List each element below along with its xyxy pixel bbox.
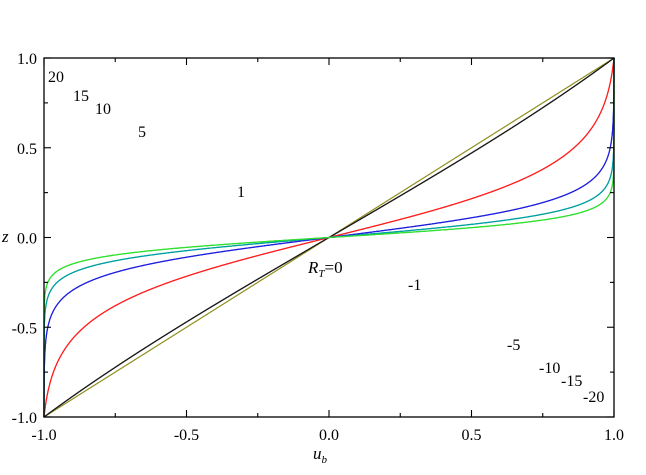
curve-labels: 20 15 10 5 1 -1 -5 -10-15-20 [48,69,604,406]
curve-label-rneg10: -10 [539,360,560,377]
x-axis-title-sub: b [322,454,328,466]
annotation-sub: T [318,268,325,280]
x-tick-label: 1.0 [604,427,624,444]
curve-label-r20: 20 [48,69,64,86]
annotation-rt0: RT=0 [307,258,343,280]
y-tick-label: 1.0 [17,51,37,68]
curve-label-r5: 5 [138,124,146,141]
x-axis-title-main: u [313,444,322,463]
x-tick-label: -1.0 [31,427,56,444]
curves [43,57,615,418]
curve-label-rneg1: -1 [408,277,421,294]
y-axis-title: z [1,227,9,246]
y-tick-label: 0.5 [17,141,37,158]
curve-label-r15: 15 [73,88,89,105]
curve-label-r10: 10 [95,101,111,118]
annotation-rest: =0 [325,258,343,277]
x-axis-title: ub [313,444,328,466]
x-tick-label: -0.5 [174,427,199,444]
annotation-main: R [307,258,319,277]
curve-label-rneg20: -20 [583,389,604,406]
curve-label-r1: 1 [237,184,245,201]
y-tick-label: 0.0 [17,231,37,248]
axis-ticks: -1.0 -0.5 0.0 0.5 1.0 -1.0 -0.5 0.0 0.5 1.0 [12,51,624,444]
x-tick-label: 0.0 [319,427,339,444]
curve-label-rneg5: -5 [507,337,520,354]
y-tick-label: -1.0 [12,410,37,427]
x-tick-label: 0.5 [462,427,482,444]
y-tick-label: -0.5 [12,320,37,337]
curve-label-rneg15: -15 [561,373,582,390]
